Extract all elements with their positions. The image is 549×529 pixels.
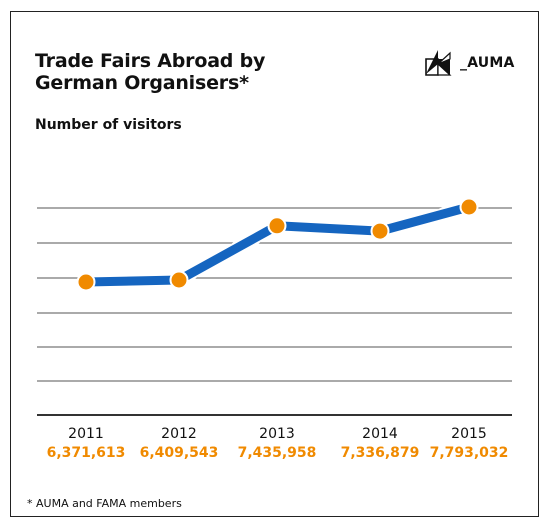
auma-logo-icon (425, 50, 452, 76)
data-label-2011: 6,371,613 (47, 445, 126, 461)
chart-title-line-1: Trade Fairs Abroad by (35, 50, 266, 72)
x-tick-label-2012: 2012 (161, 426, 197, 442)
x-tick-label-2013: 2013 (259, 426, 295, 442)
x-tick-label-2015: 2015 (451, 426, 487, 442)
x-tick-label-2014: 2014 (362, 426, 398, 442)
data-point-2015 (459, 197, 479, 217)
data-point-2012 (169, 270, 189, 290)
data-label-2014: 7,336,879 (341, 445, 420, 461)
chart-title: Trade Fairs Abroad by German Organisers* (35, 50, 265, 94)
footnote: * AUMA and FAMA members (27, 497, 182, 510)
logo-text: _AUMA (460, 55, 515, 71)
data-point-2014 (370, 221, 390, 241)
data-label-2015: 7,793,032 (430, 445, 509, 461)
chart-frame (10, 11, 539, 517)
chart-subtitle: Number of visitors (35, 117, 182, 133)
data-point-2011 (76, 272, 96, 292)
data-point-2013 (267, 216, 287, 236)
auma-logo: _AUMA (424, 47, 515, 79)
data-label-2013: 7,435,958 (238, 445, 317, 461)
x-tick-label-2011: 2011 (68, 426, 104, 442)
data-label-2012: 6,409,543 (140, 445, 219, 461)
chart-title-line-2: German Organisers* (35, 72, 249, 94)
